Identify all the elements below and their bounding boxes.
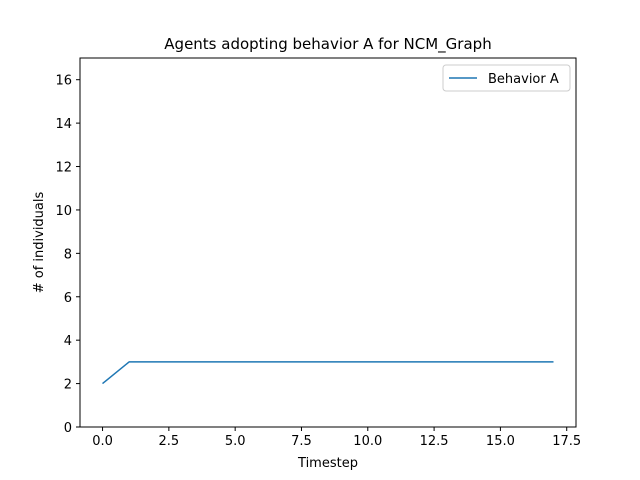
chart-title: Agents adopting behavior A for NCM_Graph xyxy=(164,35,491,54)
y-axis-ticks: 0 2 4 6 8 10 12 14 16 xyxy=(55,74,80,436)
y-tick-label: 0 xyxy=(64,421,72,436)
plot-area xyxy=(80,58,576,427)
legend: Behavior A xyxy=(442,64,571,92)
y-tick-label: 8 xyxy=(64,247,72,262)
x-tick-label: 17.5 xyxy=(552,434,581,449)
x-tick-label: 2.5 xyxy=(159,434,180,449)
x-tick-label: 12.5 xyxy=(420,434,449,449)
x-tick-label: 0.0 xyxy=(92,434,113,449)
y-axis-label: # of individuals xyxy=(32,192,47,294)
x-tick-label: 5.0 xyxy=(225,434,246,449)
legend-label: Behavior A xyxy=(488,72,559,87)
series-line-0 xyxy=(102,361,554,385)
series-layer xyxy=(102,361,554,385)
y-tick-label: 16 xyxy=(55,74,72,89)
y-tick-label: 10 xyxy=(55,204,72,219)
y-tick-label: 12 xyxy=(55,161,72,176)
x-tick-label: 7.5 xyxy=(291,434,312,449)
y-tick-label: 4 xyxy=(64,334,72,349)
x-axis-ticks: 0.0 2.5 5.0 7.5 10.0 12.5 15.0 17.5 xyxy=(92,427,581,449)
x-axis-label: Timestep xyxy=(297,456,358,471)
legend-box xyxy=(442,64,571,92)
y-tick-label: 6 xyxy=(64,291,72,306)
y-tick-label: 2 xyxy=(64,378,72,393)
y-tick-label: 14 xyxy=(55,117,72,132)
x-tick-label: 15.0 xyxy=(486,434,515,449)
x-tick-label: 10.0 xyxy=(353,434,382,449)
axes-frame xyxy=(79,57,577,428)
